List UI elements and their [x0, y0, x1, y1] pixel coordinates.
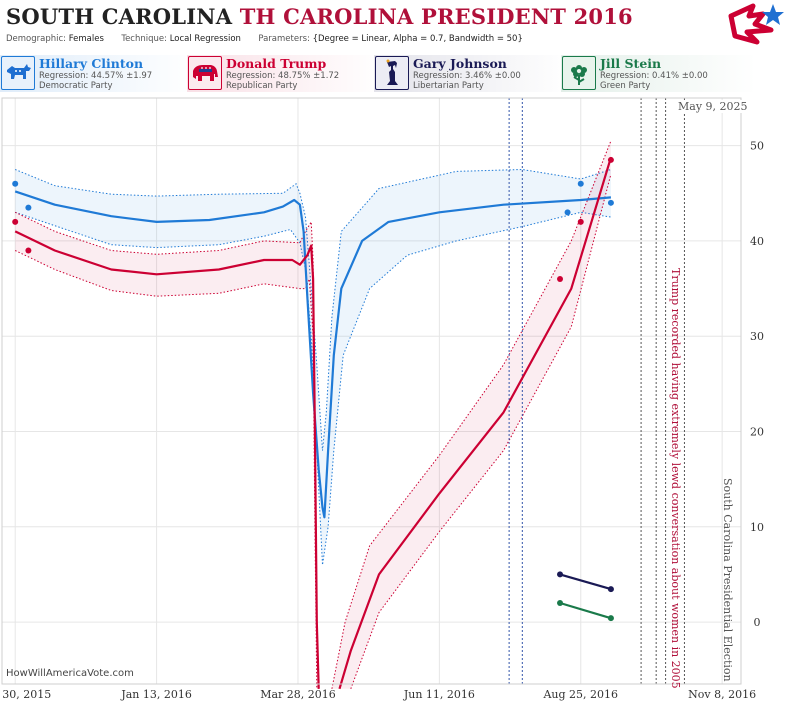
- chart-axes: 0 10 20 30 40 50 Oct 30, 2015 Jan 13, 2016 Mar 2…: [0, 97, 764, 701]
- hillary-clinton-point: [607, 199, 614, 206]
- y-tick-label: 20: [750, 425, 764, 438]
- donald-trump-upper-bound: [331, 140, 612, 689]
- chart-annotations: Trump recorded having extremely lewd con…: [669, 268, 734, 689]
- candidate-stein: Jill Stein Regression: 0.41% ±0.00 Green…: [561, 55, 756, 92]
- candidate-trump: Donald Trump Regression: 48.75% ±1.72 Re…: [187, 55, 382, 92]
- donald-trump-lower-bound: [350, 174, 612, 689]
- annotation-label: Trump recorded having extremely lewd con…: [669, 268, 682, 689]
- candidate-regression: Regression: 0.41% ±0.00: [600, 71, 708, 81]
- series-points: [12, 156, 614, 622]
- technique-value: Local Regression: [169, 34, 241, 44]
- parameters-value: {Degree = Linear, Alpha = 0.7, Bandwidth…: [312, 34, 523, 44]
- current-date-label: May 9, 2025: [676, 100, 750, 113]
- elephant-icon: [188, 56, 222, 90]
- title-subtitle: TH CAROLINA PRESIDENT 2016: [239, 4, 633, 29]
- watermark: HowWillAmericaVote.com: [6, 668, 134, 679]
- donald-trump-band: [331, 140, 611, 689]
- donald-trump-lower-bound: [14, 250, 318, 689]
- candidate-party: Democratic Party: [39, 81, 113, 91]
- jill-stein-line: [559, 601, 612, 620]
- hillary-clinton-upper-bound: [15, 168, 612, 451]
- plot-frame: [1, 97, 742, 685]
- donald-trump-band: [15, 212, 319, 689]
- donald-trump-point: [12, 218, 19, 225]
- poll-chart: 0 10 20 30 40 50 Oct 30, 2015 Jan 13, 2016 Mar 2…: [0, 97, 764, 701]
- demographic-value: Females: [68, 34, 104, 44]
- hillary-clinton-point: [25, 204, 32, 211]
- x-tick-label: Aug 25, 2016: [542, 688, 618, 701]
- candidate-party: Libertarian Party: [413, 81, 484, 91]
- donkey-icon: [1, 56, 35, 90]
- donald-trump-point: [607, 156, 614, 163]
- gary-johnson-point: [557, 571, 564, 578]
- jill-stein-point: [557, 600, 564, 607]
- candidate-party: Green Party: [600, 81, 651, 91]
- jill-stein-point: [607, 615, 614, 622]
- candidate-regression: Regression: 48.75% ±1.72: [226, 71, 340, 81]
- y-tick-label: 10: [750, 521, 764, 534]
- candidate-clinton: Hillary Clinton Regression: 44.57% ±1.97…: [0, 55, 195, 92]
- x-tick-label: Mar 28, 2016: [260, 688, 336, 701]
- x-tick-label: Jun 11, 2016: [403, 688, 475, 701]
- event-lines: [508, 98, 685, 684]
- chart-grid: [2, 98, 741, 684]
- x-tick-label: Nov 8, 2016: [688, 688, 756, 701]
- y-tick-label: 50: [750, 140, 764, 153]
- gary-johnson-line: [559, 573, 612, 591]
- candidate-party: Republican Party: [226, 81, 298, 91]
- candidate-name: Gary Johnson: [413, 56, 507, 71]
- donald-trump-line: [14, 230, 320, 689]
- y-tick-label: 30: [750, 330, 764, 343]
- annotation-label: South Carolina Presidential Election: [721, 478, 734, 682]
- y-tick-label: 40: [750, 235, 764, 248]
- candidate-name: Donald Trump: [226, 56, 327, 71]
- demographic-label: Demographic:: [6, 34, 67, 44]
- series-lines: [14, 157, 612, 690]
- hillary-clinton-point: [564, 209, 571, 216]
- confidence-bands: [14, 140, 612, 689]
- candidate-johnson: Gary Johnson Regression: 3.46% ±0.00 Lib…: [374, 55, 569, 92]
- hillary-clinton-point: [12, 180, 19, 187]
- candidate-name: Hillary Clinton: [39, 56, 144, 71]
- donald-trump-point: [577, 218, 584, 225]
- parameters-label: Parameters:: [258, 34, 310, 44]
- flower-icon: [562, 56, 596, 90]
- x-tick-label: Jan 13, 2016: [120, 688, 192, 701]
- hillary-clinton-point: [577, 180, 584, 187]
- x-tick-label: Oct 30, 2015: [0, 688, 51, 701]
- flag-star-logo-icon: [728, 3, 784, 45]
- candidate-regression: Regression: 3.46% ±0.00: [413, 71, 521, 81]
- donald-trump-point: [25, 247, 32, 254]
- page-title: SOUTH CAROLINA TH CAROLINA PRESIDENT 201…: [6, 4, 633, 29]
- y-tick-label: 0: [754, 616, 761, 629]
- gary-johnson-point: [607, 586, 614, 593]
- parameters-line: Demographic: Females Technique: Local Re…: [6, 34, 523, 44]
- donald-trump-point: [557, 276, 564, 283]
- candidate-name: Jill Stein: [600, 56, 662, 71]
- technique-label: Technique:: [121, 34, 167, 44]
- statue-of-liberty-icon: [375, 56, 409, 90]
- donald-trump-line: [338, 157, 612, 690]
- title-state: SOUTH CAROLINA: [6, 4, 233, 29]
- header: SOUTH CAROLINA TH CAROLINA PRESIDENT 201…: [0, 0, 789, 52]
- candidate-regression: Regression: 44.57% ±1.97: [39, 71, 153, 81]
